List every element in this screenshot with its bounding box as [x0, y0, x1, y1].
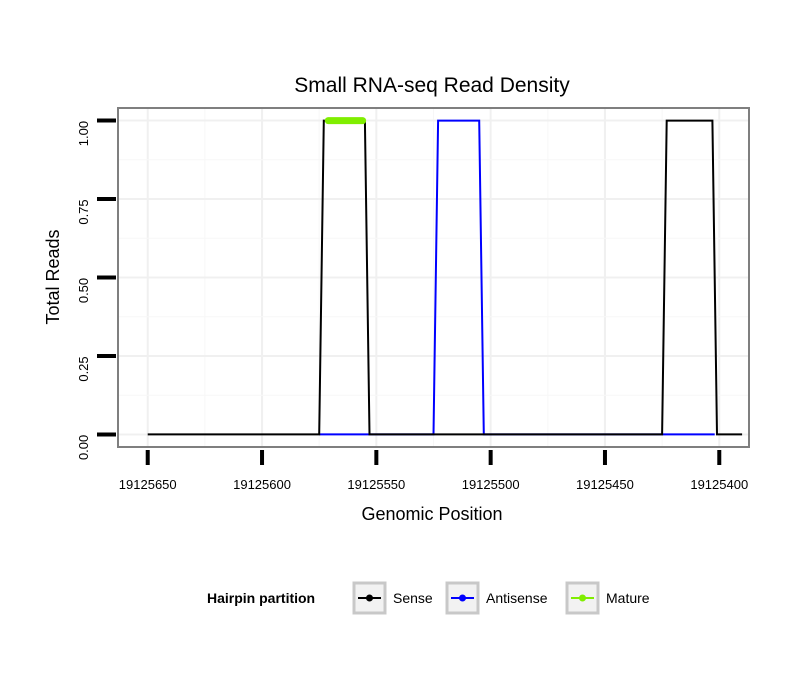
y-tick-label: 0.50: [76, 278, 91, 303]
x-tick-label: 19125550: [347, 477, 405, 492]
legend-label-mature: Mature: [606, 590, 650, 606]
y-tick-label: 0.00: [76, 435, 91, 460]
legend-key-point: [579, 594, 586, 602]
series-sense-line: [147, 119, 743, 436]
plot-border: [117, 107, 750, 448]
legend-label-antisense: Antisense: [486, 590, 548, 606]
x-tick-label: 19125600: [233, 477, 291, 492]
y-axis-title: Total Reads: [43, 229, 63, 324]
legend-label-sense: Sense: [393, 590, 433, 606]
y-tick-label: 0.75: [76, 199, 91, 224]
grid-lines: [118, 108, 749, 447]
legend-key-point: [459, 594, 466, 602]
x-axis-title: Genomic Position: [361, 504, 502, 524]
x-tick-label: 19125650: [119, 477, 177, 492]
legend-title: Hairpin partition: [207, 590, 315, 606]
chart-title: Small RNA-seq Read Density: [294, 74, 570, 97]
x-axis: 19125650 19125600 19125550 19125500 19125450…: [119, 450, 748, 492]
legend-key-point: [366, 594, 373, 602]
legend: Hairpin partition Sense Antisense Mature: [207, 581, 650, 615]
series-lines: [147, 117, 743, 436]
y-axis: 0.00 0.25 0.50 0.75 1.00: [76, 118, 116, 460]
y-tick-label: 0.25: [76, 356, 91, 381]
x-tick-label: 19125450: [576, 477, 634, 492]
x-tick-label: 19125400: [690, 477, 748, 492]
x-tick-label: 19125500: [462, 477, 520, 492]
y-tick-label: 1.00: [76, 121, 91, 146]
